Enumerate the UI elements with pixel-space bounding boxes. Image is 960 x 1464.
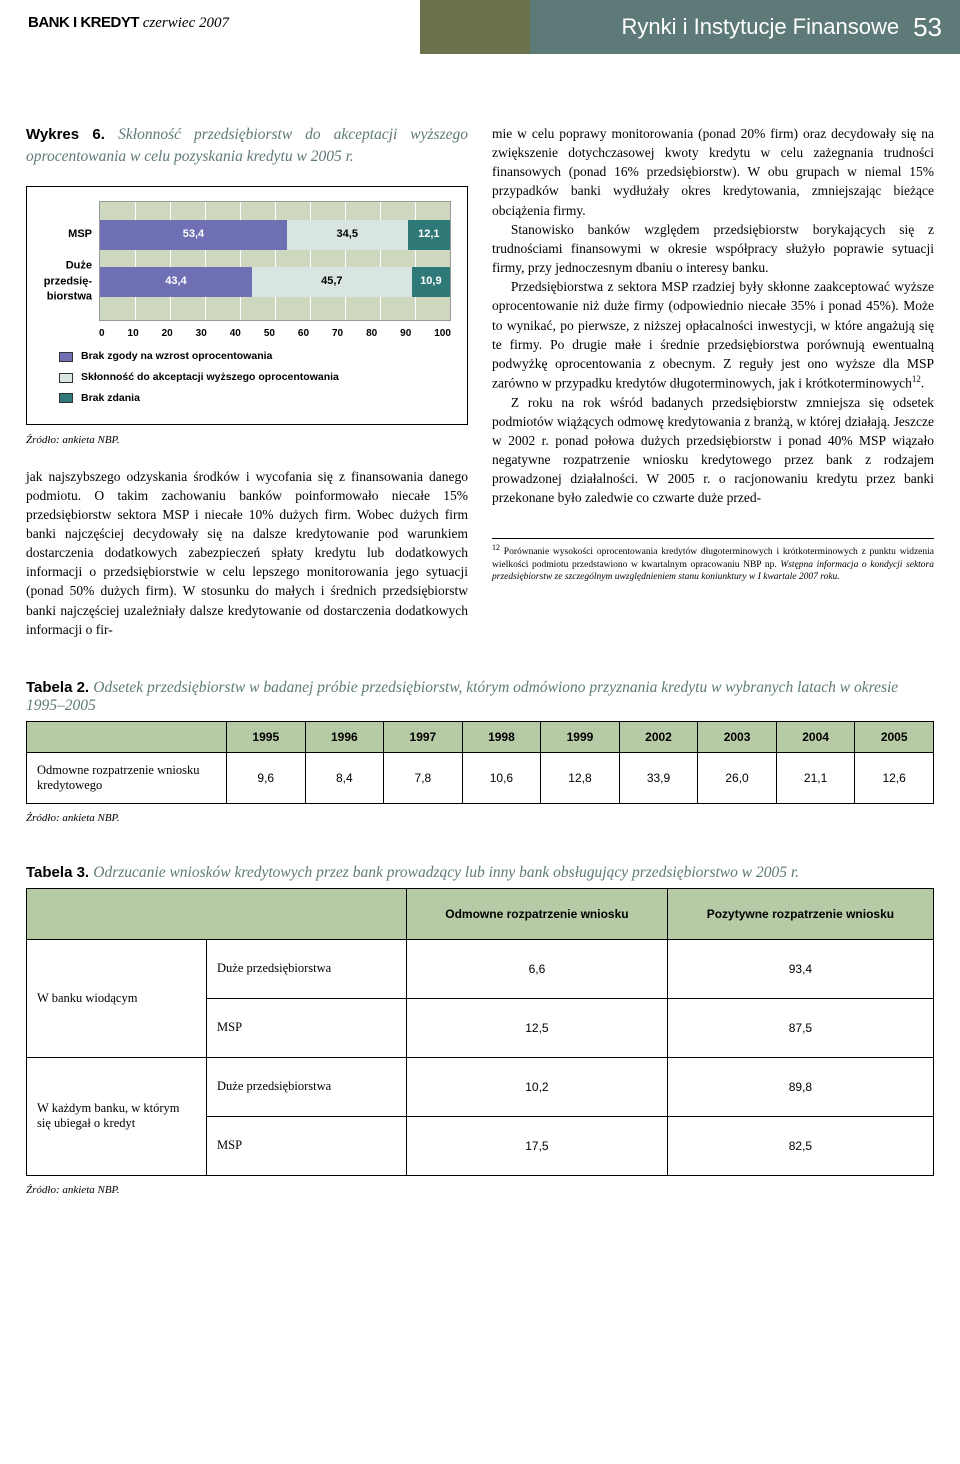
legend-swatch	[59, 373, 73, 383]
chart-xtick: 20	[162, 327, 173, 341]
chart-segment: 10,9	[412, 267, 450, 297]
table3-cell: 87,5	[667, 998, 933, 1057]
table3-desc: Odrzucanie wniosków kredytowych przez ba…	[93, 864, 799, 881]
chart-xtick: 70	[332, 327, 343, 341]
right-para-2: Stanowisko banków względem przedsiębiors…	[492, 220, 934, 277]
table2-row-label: Odmowne rozpatrzenie wniosku kredytowego	[27, 752, 227, 803]
table2-desc: Odsetek przedsiębiorstw w badanej próbie…	[26, 679, 898, 714]
header-accent	[420, 0, 530, 54]
table2-col-header: 2005	[855, 721, 934, 752]
chart-segment: 12,1	[408, 220, 450, 250]
table2-cell: 33,9	[619, 752, 698, 803]
table3-group-label: W banku wiodącym	[27, 939, 207, 1057]
chart-segment: 45,7	[252, 267, 412, 297]
legend-item: Brak zgody na wzrost oprocentowania	[59, 349, 457, 364]
table3-cell: 93,4	[667, 939, 933, 998]
chart-box: MSP53,434,512,1Duże przedsię-biorstwa43,…	[26, 186, 468, 425]
table3-sub-label: Duże przedsiębiorstwa	[207, 939, 407, 998]
table2-col-header: 1995	[227, 721, 306, 752]
right-para-1: mie w celu poprawy monitorowania (ponad …	[492, 124, 934, 220]
chart-bar: MSP53,434,512,1	[100, 220, 450, 250]
table2-cell: 10,6	[462, 752, 541, 803]
table3-source: Źródło: ankieta NBP.	[26, 1184, 934, 1196]
table2-col-header: 1997	[384, 721, 463, 752]
table3-col1: Odmowne rozpatrzenie wniosku	[407, 888, 668, 939]
table3-sub-label: MSP	[207, 1116, 407, 1175]
journal-issue: czerwiec 2007	[143, 15, 229, 31]
table3: Odmowne rozpatrzenie wniosku Pozytywne r…	[26, 888, 934, 1176]
chart-xtick: 40	[230, 327, 241, 341]
chart-label: Wykres 6.	[26, 126, 105, 143]
legend-swatch	[59, 393, 73, 403]
chart-xtick: 30	[196, 327, 207, 341]
table3-cell: 17,5	[407, 1116, 668, 1175]
table3-col2: Pozytywne rozpatrzenie wniosku	[667, 888, 933, 939]
table2-col-header: 2003	[698, 721, 777, 752]
journal-name: BANK I KREDYT czerwiec 2007	[0, 0, 420, 54]
chart-xtick: 90	[400, 327, 411, 341]
table2-title: Tabela 2. Odsetek przedsiębiorstw w bada…	[26, 679, 934, 715]
table2-col-header: 1998	[462, 721, 541, 752]
table3-cell: 82,5	[667, 1116, 933, 1175]
chart-xtick: 100	[434, 327, 451, 341]
chart-segment: 53,4	[100, 220, 287, 250]
chart-xtick: 80	[366, 327, 377, 341]
table3-sub-label: MSP	[207, 998, 407, 1057]
table2-cell: 12,6	[855, 752, 934, 803]
table2-cell: 21,1	[776, 752, 855, 803]
chart-xtick: 50	[264, 327, 275, 341]
legend-item: Brak zdania	[59, 391, 457, 406]
chart-plot-area: MSP53,434,512,1 Duże przedsię-biorstwa43,…	[99, 201, 451, 321]
chart-title: Wykres 6. Skłonność przedsiębiorstw do a…	[26, 124, 468, 168]
page-number: 53	[913, 12, 942, 43]
table3-label: Tabela 3.	[26, 864, 89, 881]
table2-cell: 9,6	[227, 752, 306, 803]
chart-legend: Brak zgody na wzrost oprocentowania Skłon…	[37, 349, 457, 406]
table2-cell: 12,8	[541, 752, 620, 803]
table3-sub-label: Duże przedsiębiorstwa	[207, 1057, 407, 1116]
chart-xtick: 60	[298, 327, 309, 341]
table3-cell: 12,5	[407, 998, 668, 1057]
table3-cell: 10,2	[407, 1057, 668, 1116]
table3-cell: 6,6	[407, 939, 668, 998]
chart-x-axis: 0 10 20 30 40 50 60 70 80 90 100	[99, 327, 451, 341]
page-header: BANK I KREDYT czerwiec 2007 Rynki i Inst…	[0, 0, 960, 54]
footnote: 12 Porównanie wysokości oprocentowania k…	[492, 538, 934, 585]
table2-cell: 26,0	[698, 752, 777, 803]
chart-xtick: 10	[128, 327, 139, 341]
right-para-3: Przedsiębiorstwa z sektora MSP rzadziej …	[492, 277, 934, 392]
table3-cell: 89,8	[667, 1057, 933, 1116]
footnote-number: 12	[492, 543, 500, 552]
legend-swatch	[59, 352, 73, 362]
table3-group-label: W każdym banku, w którym się ubiegał o k…	[27, 1057, 207, 1175]
table2-col-header: 1999	[541, 721, 620, 752]
right-para-4: Z roku na rok wśród badanych przedsiębio…	[492, 393, 934, 508]
table2-col-header: 1996	[305, 721, 384, 752]
table3-title: Tabela 3. Odrzucanie wniosków kredytowyc…	[26, 864, 934, 882]
table2-col-header: 2004	[776, 721, 855, 752]
chart-segment: 43,4	[100, 267, 252, 297]
legend-label: Brak zdania	[81, 391, 140, 406]
table2-col-header: 2002	[619, 721, 698, 752]
legend-label: Skłonność do akceptacji wyższego oprocen…	[81, 370, 339, 385]
table2-source: Źródło: ankieta NBP.	[26, 812, 934, 824]
chart-bar-label: MSP	[30, 227, 100, 243]
left-para: jak najszybszego odzyskania środków i wy…	[26, 467, 468, 639]
legend-label: Brak zgody na wzrost oprocentowania	[81, 349, 272, 364]
chart-bar: Duże przedsię-biorstwa43,445,710,9	[100, 267, 450, 297]
section-title: Rynki i Instytucje Finansowe	[622, 14, 900, 40]
section-title-bar: Rynki i Instytucje Finansowe 53	[530, 0, 960, 54]
legend-item: Skłonność do akceptacji wyższego oprocen…	[59, 370, 457, 385]
table2-label: Tabela 2.	[26, 679, 89, 696]
table2: 199519961997199819992002200320042005 Odm…	[26, 721, 934, 804]
journal-bold: BANK I KREDYT	[28, 14, 139, 31]
chart-bar-label: Duże przedsię-biorstwa	[30, 258, 100, 305]
chart-xtick: 0	[99, 327, 105, 341]
right-column: mie w celu poprawy monitorowania (ponad …	[492, 124, 934, 639]
left-column: Wykres 6. Skłonność przedsiębiorstw do a…	[26, 124, 468, 639]
table2-cell: 7,8	[384, 752, 463, 803]
chart-source: Źródło: ankieta NBP.	[26, 433, 468, 449]
table2-cell: 8,4	[305, 752, 384, 803]
chart-segment: 34,5	[287, 220, 408, 250]
